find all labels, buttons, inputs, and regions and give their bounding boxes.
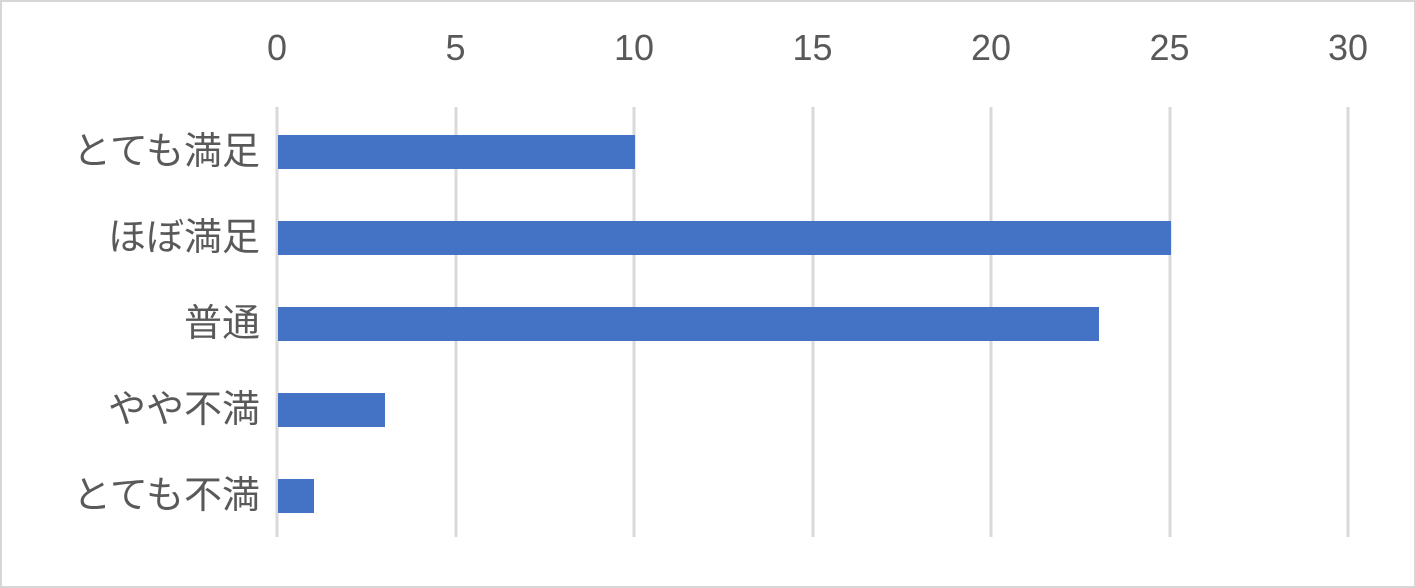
gridline — [1346, 107, 1350, 537]
x-axis-tick-label: 10 — [613, 27, 655, 68]
x-axis-tick-label: 0 — [266, 27, 288, 68]
gridline — [1168, 107, 1171, 537]
x-axis-tick-label: 20 — [970, 27, 1012, 68]
x-axis-tick-label: 5 — [445, 27, 466, 68]
gridline — [275, 107, 279, 537]
category-label: とても満足 — [73, 131, 260, 173]
x-axis-tick-label: 25 — [1149, 27, 1190, 68]
bar — [278, 393, 386, 427]
x-axis-tick-label: 30 — [1327, 27, 1369, 68]
category-label: やや不満 — [107, 389, 260, 431]
x-axis-tick-label: 15 — [792, 27, 833, 68]
bar — [278, 135, 635, 169]
bar — [278, 479, 314, 513]
bar — [278, 221, 1171, 255]
category-label: ほぼ満足 — [107, 217, 260, 259]
bar — [278, 307, 1100, 341]
category-label: 普通 — [183, 303, 260, 345]
category-label: とても不満 — [73, 475, 260, 517]
